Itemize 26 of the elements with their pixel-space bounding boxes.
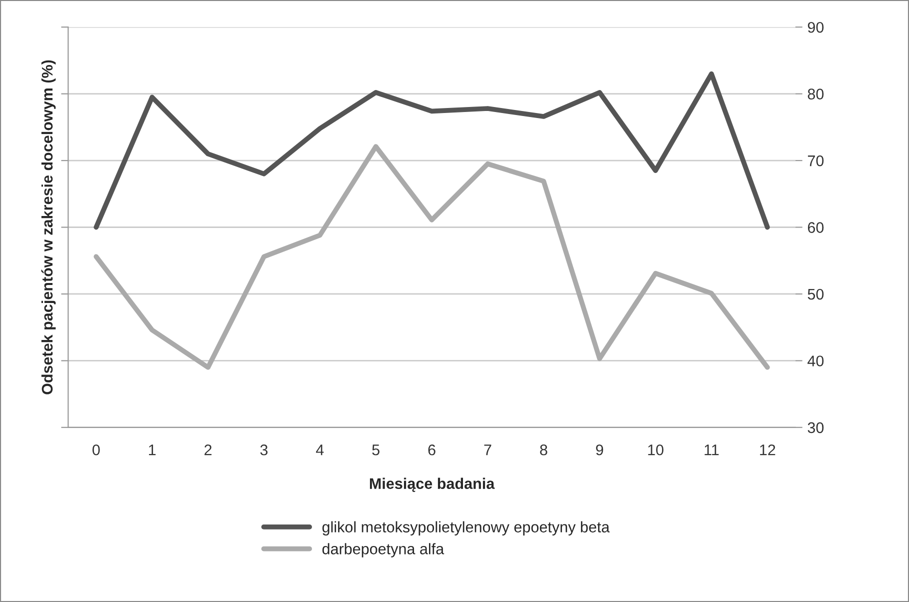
x-tick-label: 5 (372, 444, 380, 456)
y-tick-label: 40 (808, 356, 824, 366)
x-tick-label: 2 (204, 444, 212, 456)
y-tick-label: 60 (808, 222, 824, 233)
x-tick-label: 12 (760, 444, 776, 456)
x-tick-label: 3 (260, 444, 268, 456)
legend-label: glikol metoksypolietylenowy epoetyny beta (322, 521, 610, 536)
y-tick-label: 30 (808, 422, 824, 434)
x-tick-label: 11 (704, 444, 719, 456)
y-tick-label: 70 (808, 155, 824, 166)
line-series (94, 144, 770, 370)
x-tick-label: 10 (648, 444, 664, 456)
x-tick-label: 6 (428, 444, 436, 456)
x-tick-label: 0 (92, 444, 100, 456)
y-tick-label: 50 (808, 288, 824, 300)
y-tick-label: 80 (808, 88, 824, 100)
x-tick-label: 7 (484, 444, 492, 456)
x-tick-label: 4 (316, 444, 324, 456)
y-axis-title: Odsetek pacjentów w zakresie docelowym (%) (41, 60, 56, 394)
x-tick-label: 8 (540, 444, 548, 456)
y-tick-label: 90 (808, 22, 824, 33)
x-axis-title: Miesiące badania (370, 478, 495, 492)
x-tick-label: 9 (596, 444, 604, 456)
x-tick-label: 1 (149, 444, 156, 456)
legend-label: darbepoetyna alfa (322, 543, 444, 558)
line-series (94, 71, 770, 230)
